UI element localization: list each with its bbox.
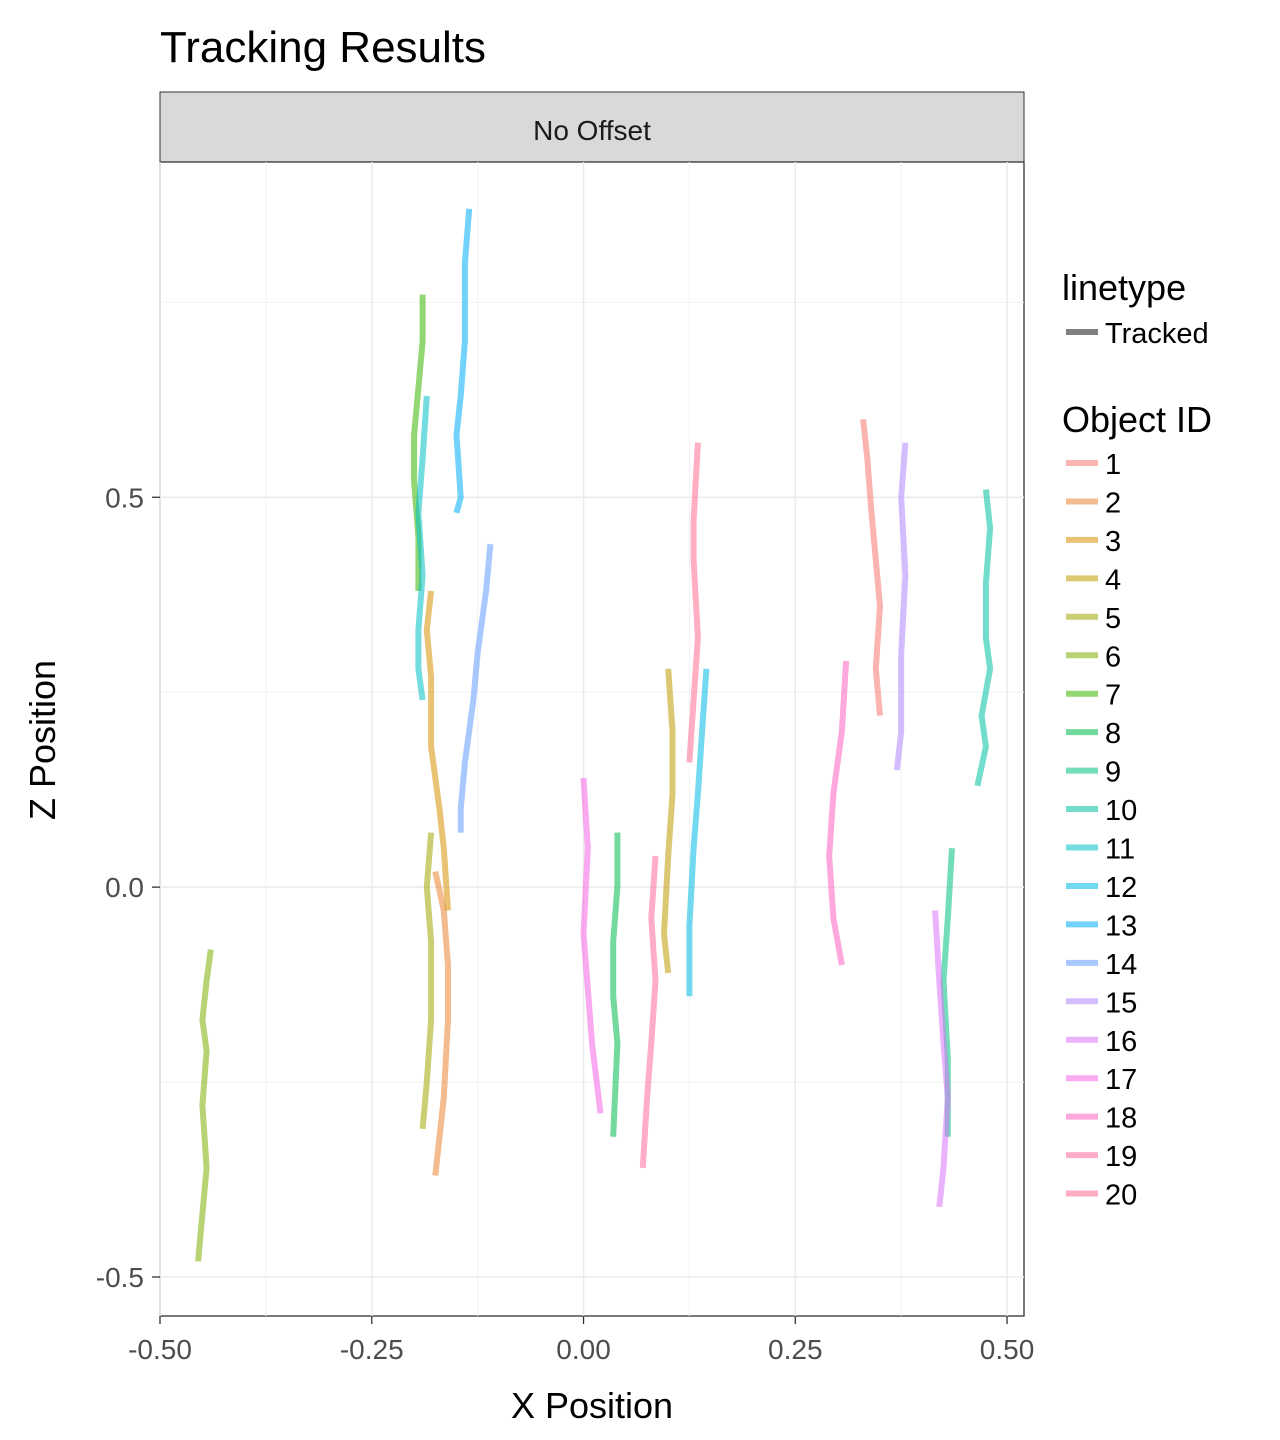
x-axis: -0.50 -0.25 0.00 0.25 0.50 (128, 1316, 1034, 1365)
color-legend-label-14: 14 (1105, 949, 1137, 981)
color-legend-label-17: 17 (1105, 1064, 1137, 1096)
y-tick-label: -0.5 (96, 1262, 144, 1293)
color-legend-title: Object ID (1062, 399, 1212, 440)
series-line-2 (432, 870, 451, 1176)
chart-title: Tracking Results (160, 23, 486, 72)
series-line-15 (893, 442, 909, 771)
color-legend-label-3: 3 (1105, 526, 1121, 558)
color-legend-label-12: 12 (1105, 872, 1137, 904)
y-axis-title: Z Position (22, 660, 63, 820)
linetype-legend: Tracked (1066, 318, 1209, 350)
series-line-20 (686, 442, 701, 763)
color-legend-label-4: 4 (1105, 564, 1121, 596)
series-lines (195, 208, 994, 1262)
x-tick-label: -0.25 (340, 1334, 404, 1365)
color-legend-label-7: 7 (1105, 680, 1121, 712)
linetype-legend-title: linetype (1062, 267, 1186, 308)
color-legend-label-11: 11 (1105, 834, 1135, 866)
x-tick-label: 0.50 (980, 1334, 1035, 1365)
x-tick-label: 0.00 (556, 1334, 611, 1365)
facet-strip-label: No Offset (533, 115, 651, 146)
x-axis-title: X Position (511, 1385, 673, 1426)
series-line-4 (661, 668, 676, 974)
color-legend-label-13: 13 (1105, 910, 1137, 942)
series-line-10 (974, 489, 994, 787)
y-tick-label: 0.5 (105, 482, 144, 513)
series-line-11 (415, 395, 430, 701)
color-legend-label-5: 5 (1105, 603, 1121, 635)
y-tick-label: 0.0 (105, 872, 144, 903)
color-legend-label-8: 8 (1105, 718, 1121, 750)
series-line-3 (423, 590, 451, 911)
x-tick-label: 0.25 (768, 1334, 823, 1365)
color-legend-label-20: 20 (1105, 1180, 1137, 1212)
color-legend-label-18: 18 (1105, 1103, 1137, 1135)
color-legend-label-1: 1 (1105, 449, 1121, 481)
series-line-5 (419, 832, 435, 1130)
series-line-19 (639, 855, 659, 1169)
color-legend-label-2: 2 (1105, 487, 1121, 519)
color-legend-label-10: 10 (1105, 795, 1137, 827)
linetype-legend-label: Tracked (1105, 318, 1209, 350)
series-line-8 (610, 832, 621, 1137)
color-legend-label-6: 6 (1105, 641, 1121, 673)
series-line-14 (457, 543, 494, 833)
series-line-18 (826, 660, 850, 966)
x-tick-label: -0.50 (128, 1334, 192, 1365)
color-legend-label-9: 9 (1105, 757, 1121, 789)
series-line-12 (686, 668, 710, 997)
facet-strip (159, 91, 1025, 163)
color-legend-label-19: 19 (1105, 1141, 1137, 1173)
series-line-17 (580, 777, 604, 1114)
series-line-1 (860, 418, 883, 716)
series-line-13 (453, 208, 473, 514)
plot-panel (159, 161, 1025, 1317)
series-line-6 (195, 949, 214, 1262)
color-legend-label-15: 15 (1105, 987, 1137, 1019)
series-line-16 (932, 910, 951, 1208)
major-gridlines (159, 162, 1024, 1316)
color-legend-label-16: 16 (1105, 1026, 1137, 1058)
y-axis: -0.5 0.0 0.5 (96, 482, 160, 1293)
